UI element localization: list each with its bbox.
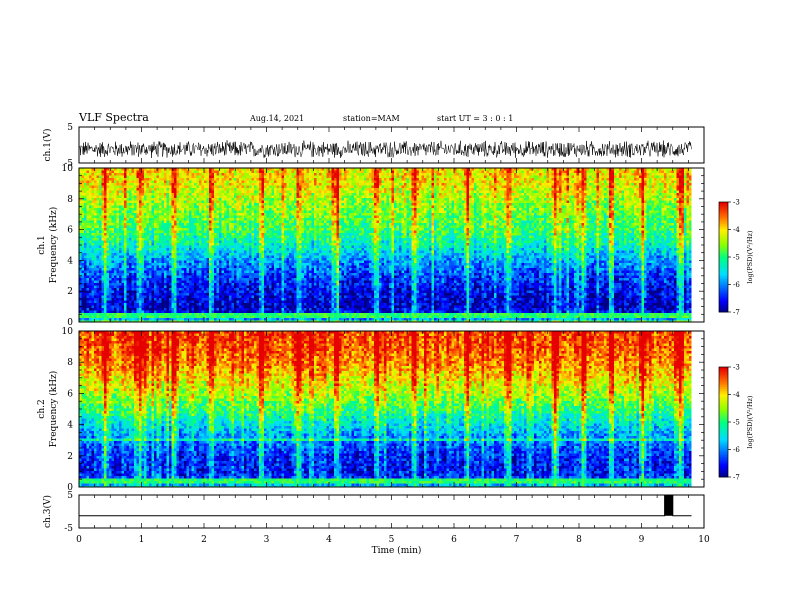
y-tick-label: 8 bbox=[67, 358, 73, 368]
ch1-colorbar: -3 -4 -5 -6 -7 log(PSD)(V²/Hz) bbox=[719, 199, 754, 317]
x-tick-label: 10 bbox=[698, 535, 710, 545]
x-tick-label: 8 bbox=[576, 535, 582, 545]
x-tick-label: 2 bbox=[201, 535, 207, 545]
x-tick-label: 7 bbox=[514, 535, 520, 545]
ch2-colorbar: -3 -4 -5 -6 -7 log(PSD)(V²/Hz) bbox=[719, 364, 754, 482]
colorbar-label: log(PSD)(V²/Hz) bbox=[746, 395, 754, 448]
y-tick-label: -5 bbox=[64, 524, 73, 534]
y-tick-label: 10 bbox=[62, 164, 74, 174]
x-tick-label: 4 bbox=[326, 535, 332, 545]
colorbar-tick-label: -6 bbox=[733, 446, 740, 454]
colorbar-gradient bbox=[719, 202, 728, 312]
y-tick-label: 2 bbox=[67, 452, 73, 462]
colorbar-label: log(PSD)(V²/Hz) bbox=[746, 230, 754, 283]
y-axis-label-frequency: Frequency (kHz) bbox=[48, 371, 59, 448]
x-axis-label: Time (min) bbox=[372, 545, 422, 556]
y-tick-label: 6 bbox=[67, 226, 73, 236]
y-tick-label: 8 bbox=[67, 195, 73, 205]
ch3-waveform-panel: 5 -5 ch.3(V) 0 1 2 3 4 5 6 7 8 9 10 Time (min) bbox=[42, 491, 710, 556]
colorbar-tick-label: -7 bbox=[733, 309, 740, 317]
y-axis-label-frequency: Frequency (kHz) bbox=[48, 207, 59, 284]
colorbar-tick-label: -5 bbox=[733, 419, 740, 427]
x-tick-label: 0 bbox=[76, 535, 82, 545]
colorbar-tick-label: -6 bbox=[733, 281, 740, 289]
x-tick-label: 3 bbox=[264, 535, 270, 545]
y-tick-label: 5 bbox=[67, 491, 73, 501]
x-tick-label: 9 bbox=[639, 535, 645, 545]
y-tick-label: 10 bbox=[62, 327, 74, 337]
ch1-trace bbox=[79, 140, 692, 158]
x-tick-label: 5 bbox=[389, 535, 395, 545]
y-tick-label: 6 bbox=[67, 389, 73, 399]
ch3-trace bbox=[79, 495, 692, 516]
colorbar-tick-label: -4 bbox=[733, 226, 740, 234]
colorbar-gradient bbox=[719, 367, 728, 477]
y-tick-label: 4 bbox=[67, 256, 73, 266]
colorbar-tick-label: -5 bbox=[733, 254, 740, 262]
spectrogram-image bbox=[79, 168, 692, 322]
plot-frame bbox=[79, 127, 704, 163]
colorbar-tick-label: -7 bbox=[733, 474, 740, 482]
x-tick-label: 6 bbox=[451, 535, 457, 545]
y-axis-label-channel: ch.1 bbox=[37, 235, 47, 254]
y-axis-label-channel: ch.2 bbox=[37, 399, 47, 418]
colorbar-tick-label: -3 bbox=[733, 364, 740, 372]
x-tick-label: 1 bbox=[139, 535, 145, 545]
ch3-pulse bbox=[665, 495, 673, 516]
y-tick-label: 5 bbox=[67, 123, 73, 133]
ch1-waveform-panel: 5-5ch.1(V) bbox=[42, 123, 704, 169]
y-tick-label: 4 bbox=[67, 421, 73, 431]
y-axis-label: ch.1(V) bbox=[42, 129, 53, 162]
colorbar-tick-label: -3 bbox=[733, 199, 740, 207]
spectrogram-image bbox=[79, 331, 692, 487]
y-axis-label: ch.3(V) bbox=[42, 495, 53, 528]
y-tick-label: 2 bbox=[67, 287, 73, 297]
colorbar-tick-label: -4 bbox=[733, 391, 740, 399]
vlf-spectra-figure: 5-5ch.1(V) 0246810ch.1 Frequency (kHz) 02… bbox=[0, 0, 792, 612]
